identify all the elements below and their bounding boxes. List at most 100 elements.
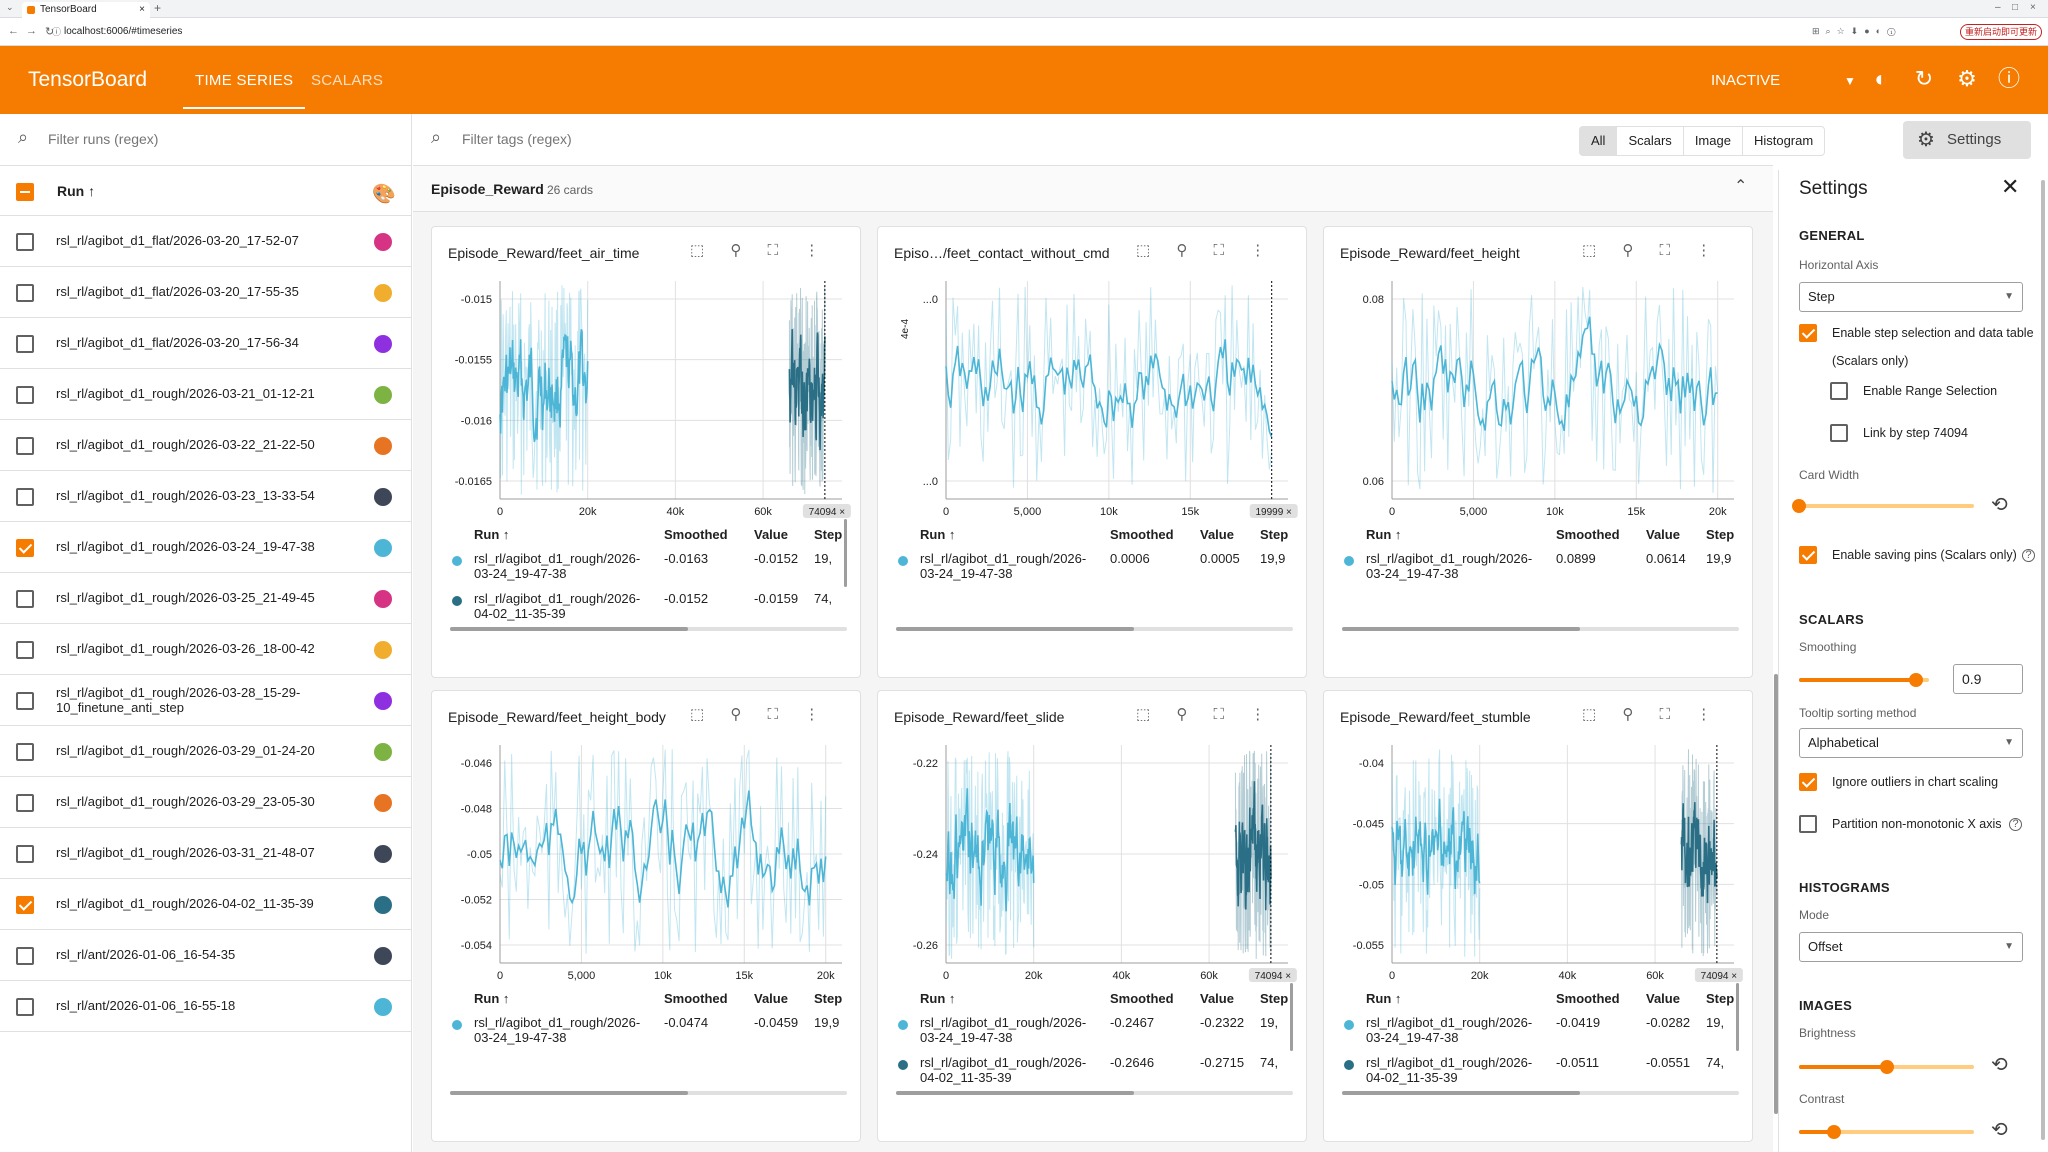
more-vert-icon[interactable]: ⋮ [804,242,820,259]
run-checkbox[interactable] [16,386,34,404]
main-scrollbar[interactable] [1774,674,1778,1114]
more-vert-icon[interactable]: ⋮ [804,706,820,723]
gear-icon[interactable]: ⚙ [1957,66,1977,91]
tags-filter[interactable]: ⌕ Filter tags (regex) [413,114,1773,166]
run-color-swatch[interactable] [374,896,392,914]
table-hscrollbar[interactable] [1342,1091,1739,1095]
run-row[interactable]: rsl_rl/agibot_d1_rough/2026-03-29_23-05-… [0,777,412,828]
run-row[interactable]: rsl_rl/agibot_d1_rough/2026-03-26_18-00-… [0,624,412,675]
minimize-icon[interactable]: – [1995,2,2001,13]
column-header-value[interactable]: Value [1200,527,1234,542]
settings-scrollbar[interactable] [2041,180,2045,1140]
run-row[interactable]: rsl_rl/agibot_d1_rough/2026-04-02_11-35-… [0,879,412,930]
run-checkbox[interactable] [16,539,34,557]
run-checkbox[interactable] [16,998,34,1016]
run-color-swatch[interactable] [374,488,392,506]
smoothing-input[interactable]: 0.9 [1953,664,2023,694]
table-vscrollbar[interactable] [844,519,847,587]
scrollbar-thumb[interactable] [896,627,1135,631]
column-header-run[interactable]: Run ↑ [474,991,510,1006]
fit-domain-icon[interactable]: ⬚ [690,242,705,259]
range-selection-checkbox[interactable] [1830,382,1848,400]
forward-icon[interactable]: → [26,25,37,37]
run-color-swatch[interactable] [374,845,392,863]
column-header-smoothed[interactable]: Smoothed [1556,527,1620,542]
run-color-swatch[interactable] [374,692,392,710]
fullscreen-icon[interactable]: ⛶ [1659,706,1671,723]
run-checkbox[interactable] [16,947,34,965]
column-header-smoothed[interactable]: Smoothed [1556,991,1620,1006]
line-chart[interactable]: 0 5,000 10k 15k ...0 ...0 4e-4 19999 × [878,269,1307,519]
run-row[interactable]: rsl_rl/agibot_d1_rough/2026-03-23_13-33-… [0,471,412,522]
table-hscrollbar[interactable] [450,1091,847,1095]
run-row[interactable]: rsl_rl/agibot_d1_rough/2026-03-28_15-29-… [0,675,412,726]
table-hscrollbar[interactable] [450,627,847,631]
help-icon[interactable]: ? [2009,818,2022,831]
run-checkbox[interactable] [16,284,34,302]
window-close-icon[interactable]: × [2030,2,2036,13]
link-by-step-checkbox[interactable] [1830,424,1848,442]
run-color-swatch[interactable] [374,437,392,455]
toggle-histogram[interactable]: Histogram [1753,133,1814,148]
url-field[interactable]: ⓘ localhost:6006/#timeseries [52,23,1964,41]
maximize-icon[interactable]: □ [2012,2,2019,13]
table-hscrollbar[interactable] [896,1091,1293,1095]
line-chart[interactable]: 0 20k 40k 60k -0.22 -0.24 -0.26 74094 × [878,733,1307,983]
run-checkbox[interactable] [16,641,34,659]
run-checkbox[interactable] [16,845,34,863]
saving-pins-checkbox[interactable] [1799,546,1817,564]
run-row[interactable]: rsl_rl/ant/2026-01-06_16-54-35 [0,930,412,981]
smoothing-slider[interactable] [1799,673,1929,687]
close-tab-icon[interactable]: × [139,4,145,15]
run-color-swatch[interactable] [374,794,392,812]
chevron-up-icon[interactable]: ⌃ [1734,178,1748,195]
table-hscrollbar[interactable] [896,627,1293,631]
fit-domain-icon[interactable]: ⬚ [690,706,705,723]
refresh-icon[interactable]: ↻ [1914,66,1934,91]
run-row[interactable]: rsl_rl/agibot_d1_rough/2026-03-25_21-49-… [0,573,412,624]
fit-domain-icon[interactable]: ⬚ [1136,242,1151,259]
run-row[interactable]: rsl_rl/agibot_d1_flat/2026-03-20_17-56-3… [0,318,412,369]
pin-icon[interactable]: ⚲ [730,706,742,723]
column-header-value[interactable]: Value [754,527,788,542]
tab-time-series[interactable]: TIME SERIES [183,72,306,109]
column-header-run[interactable]: Run ↑ [474,527,510,542]
tags-filter-placeholder[interactable]: Filter tags (regex) [462,131,572,147]
pin-icon[interactable]: ⚲ [1176,706,1188,723]
run-row[interactable]: rsl_rl/agibot_d1_rough/2026-03-31_21-48-… [0,828,412,879]
toggle-all[interactable]: All [1580,127,1618,155]
contrast-slider[interactable] [1799,1125,1974,1139]
reload-page-icon[interactable]: ↻ [45,26,55,38]
column-header-step[interactable]: Step [1706,527,1735,542]
run-color-swatch[interactable] [374,947,392,965]
column-header-step[interactable]: Step [814,991,843,1006]
scrollbar-thumb[interactable] [896,1091,1135,1095]
run-checkbox[interactable] [16,794,34,812]
scrollbar-thumb[interactable] [450,1091,689,1095]
fit-domain-icon[interactable]: ⬚ [1136,706,1151,723]
fullscreen-icon[interactable]: ⛶ [767,242,779,259]
scrollbar-thumb[interactable] [1342,627,1581,631]
run-color-swatch[interactable] [374,539,392,557]
column-header-step[interactable]: Step [1260,527,1289,542]
column-header-value[interactable]: Value [754,991,788,1006]
run-color-swatch[interactable] [374,233,392,251]
scrollbar-thumb[interactable] [450,627,689,631]
pin-icon[interactable]: ⚲ [730,242,742,259]
plugin-selector[interactable]: INACTIVE [1711,72,1781,89]
fit-domain-icon[interactable]: ⬚ [1582,706,1597,723]
more-vert-icon[interactable]: ⋮ [1696,706,1712,723]
run-color-swatch[interactable] [374,743,392,761]
horizontal-axis-select[interactable]: Step ▼ [1799,282,2023,312]
pin-icon[interactable]: ⚲ [1176,242,1188,259]
column-header-run[interactable]: Run ↑ [1366,527,1402,542]
slider-knob[interactable] [1827,1125,1841,1139]
fullscreen-icon[interactable]: ⛶ [767,706,779,723]
runs-filter[interactable]: ⌕ Filter runs (regex) [0,114,412,166]
column-header-step[interactable]: Step [1260,991,1289,1006]
tab-search-icon[interactable]: ⌄ [6,2,14,12]
run-checkbox[interactable] [16,488,34,506]
run-row[interactable]: rsl_rl/agibot_d1_flat/2026-03-20_17-55-3… [0,267,412,318]
runs-filter-placeholder[interactable]: Filter runs (regex) [48,131,159,147]
card-group-header[interactable]: Episode_Reward 26 cards ⌃ [413,166,1773,212]
